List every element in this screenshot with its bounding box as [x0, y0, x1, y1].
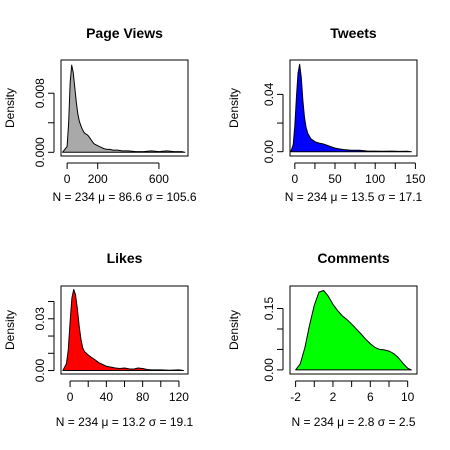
y-tick-label: 0.04: [262, 82, 276, 106]
chart-title: Comments: [317, 250, 390, 266]
y-tick-label: 0.15: [262, 297, 276, 321]
density-area: [62, 288, 184, 372]
chart-title: Tweets: [330, 25, 377, 41]
density-area: [290, 63, 412, 153]
density-area: [62, 64, 186, 153]
y-tick-label: 0.00: [262, 140, 276, 164]
x-tick-label: -2: [290, 390, 301, 404]
y-tick-label: 0.008: [33, 78, 47, 108]
density-area: [295, 290, 412, 371]
x-axis-label: N = 234 μ = 2.8 σ = 2.5: [291, 415, 415, 429]
x-tick-label: 2: [330, 390, 337, 404]
y-tick-label: 0.000: [33, 137, 47, 167]
chart-title: Page Views: [86, 25, 163, 41]
x-tick-label: 50: [328, 172, 342, 186]
chart-panel: -2 2 6 10 0.00 0.15 Comments Density N = 234 μ =…: [227, 250, 418, 429]
x-tick-label: 150: [405, 172, 425, 186]
chart-panel: 0 50 100 150 0.00 0.04 Tweets Density N = 234 μ …: [227, 25, 426, 204]
y-tick-label: 0.03: [33, 307, 47, 331]
x-tick-label: 200: [88, 172, 108, 186]
x-tick-label: 600: [149, 172, 169, 186]
chart-panel: 0 40 80 120 0.00 0.03 Likes Density N = 234 μ = …: [3, 250, 194, 429]
x-tick-label: 80: [136, 390, 150, 404]
chart-panel: 0 200 600 0.000 0.008 Page Views Density N = 23…: [3, 25, 197, 204]
x-tick-label: 100: [365, 172, 385, 186]
x-tick-label: 0: [67, 390, 74, 404]
plot-frame: [289, 285, 418, 375]
plot-frame: [60, 59, 189, 157]
x-tick-label: 0: [64, 172, 71, 186]
x-tick-label: 10: [401, 390, 415, 404]
y-tick-label: 0.00: [262, 358, 276, 382]
x-axis-label: N = 234 μ = 13.5 σ = 17.1: [285, 190, 423, 204]
x-axis-label: N = 234 μ = 13.2 σ = 19.1: [56, 415, 194, 429]
plot-frame: [60, 285, 189, 375]
y-axis-label: Density: [227, 310, 241, 350]
plot-frame: [289, 59, 418, 157]
y-axis-label: Density: [227, 88, 241, 128]
x-tick-label: 40: [100, 390, 114, 404]
chart-title: Likes: [107, 250, 143, 266]
y-axis-label: Density: [3, 88, 17, 128]
x-tick-label: 0: [291, 172, 298, 186]
x-tick-label: 120: [169, 390, 189, 404]
x-tick-label: 6: [367, 390, 374, 404]
x-axis-label: N = 234 μ = 86.6 σ = 105.6: [52, 190, 196, 204]
y-axis-label: Density: [3, 310, 17, 350]
y-tick-label: 0.00: [33, 359, 47, 383]
